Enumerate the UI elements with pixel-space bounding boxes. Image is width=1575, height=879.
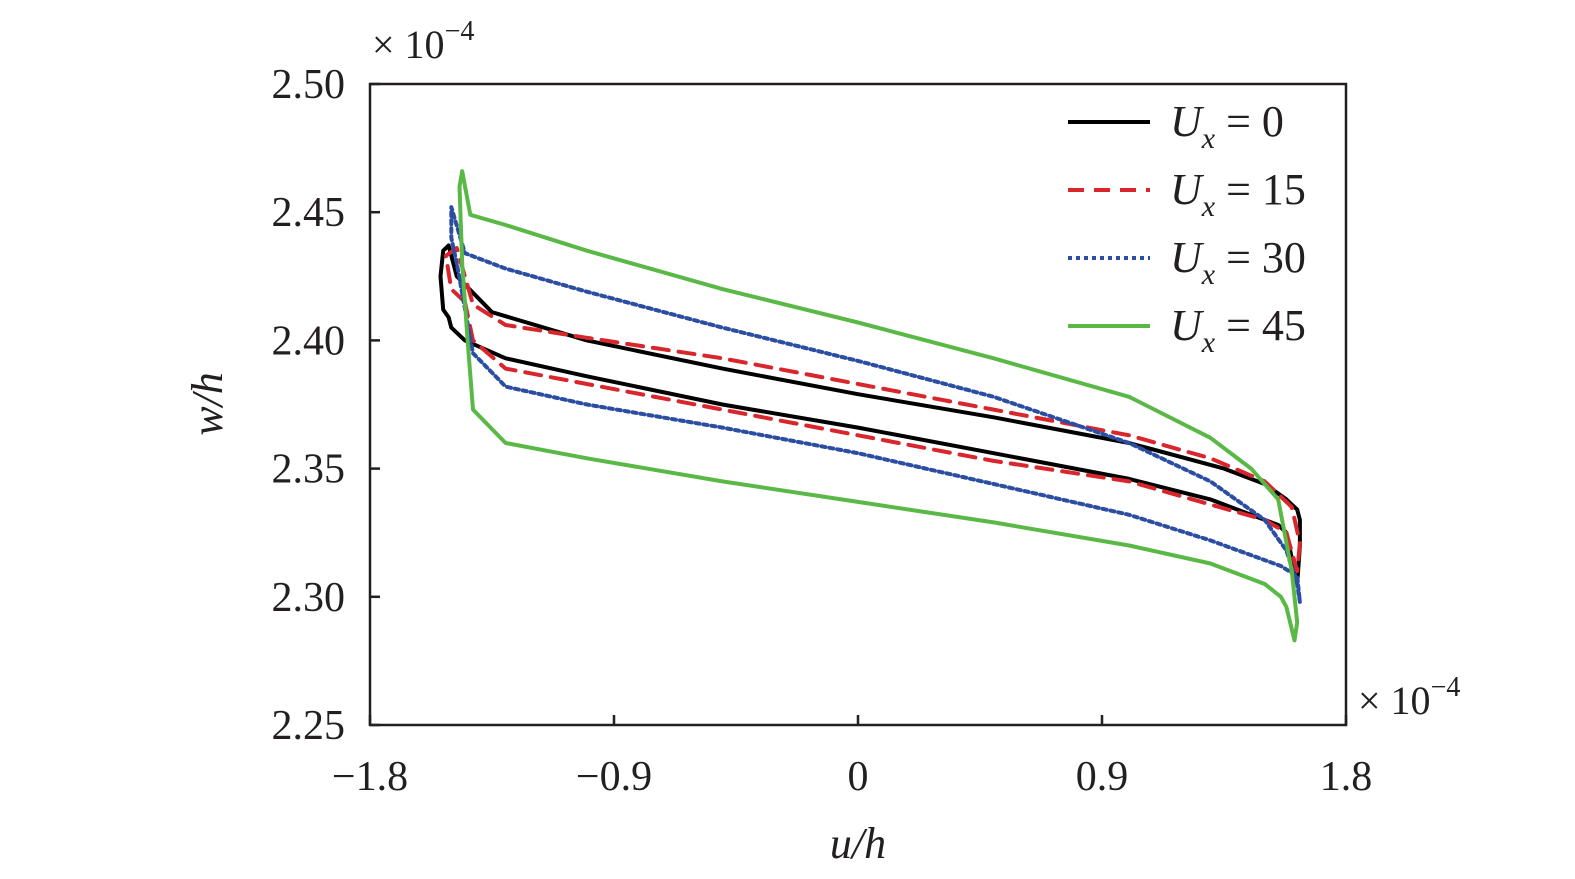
x-tick-label: 0	[848, 754, 869, 800]
y-axis-label: w/h	[183, 372, 232, 436]
y-tick-label: 2.45	[272, 190, 346, 236]
y-tick-label: 2.35	[272, 447, 346, 493]
legend-label-3: Ux = 45	[1170, 301, 1306, 359]
x-ticks: −1.8 −0.9 0 0.9 1.8	[332, 715, 1372, 800]
x-tick-label: 0.9	[1076, 754, 1129, 800]
y-tick-label: 2.30	[272, 575, 346, 621]
legend-label-2: Ux = 30	[1170, 233, 1306, 291]
y-ticks: 2.25 2.30 2.35 2.40 2.45 2.50	[272, 62, 380, 749]
y-tick-label: 2.25	[272, 703, 346, 749]
series-layer	[438, 169, 1302, 643]
x-axis-label: u/h	[830, 819, 886, 868]
y-tick-label: 2.40	[272, 318, 346, 364]
x-tick-label: −1.8	[332, 754, 408, 800]
series-line-3	[457, 169, 1300, 643]
legend: Ux = 0 Ux = 15 Ux = 30 Ux = 45	[1068, 97, 1306, 359]
x-axis-multiplier: × 10−4	[1358, 672, 1460, 723]
legend-label-0: Ux = 0	[1170, 97, 1284, 155]
x-tick-label: 1.8	[1320, 754, 1373, 800]
legend-label-1: Ux = 15	[1170, 165, 1306, 223]
series-line-1	[443, 246, 1302, 574]
y-axis-multiplier: × 10−4	[372, 16, 474, 67]
y-tick-label: 2.50	[272, 62, 346, 108]
series-line-0	[438, 243, 1302, 586]
x-tick-label: −0.9	[576, 754, 652, 800]
